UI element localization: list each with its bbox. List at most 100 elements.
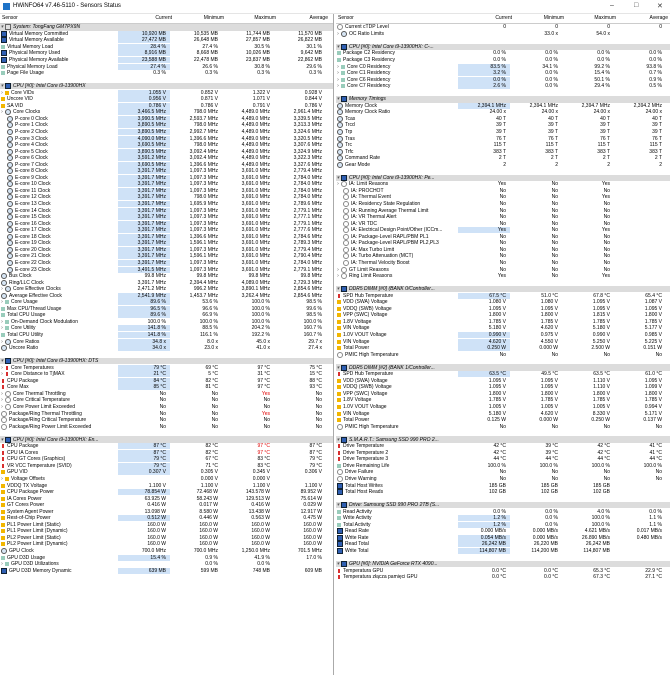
sensor-row[interactable]: Bus Clock 99.8 MHz 99.8 MHz 99.8 MHz 99.8 MH… <box>0 273 333 280</box>
sensor-row[interactable]: Trfc 383 T 383 T 383 T 383 T <box>336 148 670 155</box>
sensor-row[interactable]: › Core C7 Residency 2.6 % 0.0 % 29.4 % 0.5 % <box>336 83 670 90</box>
sensor-row[interactable]: › Core C1 Residency 3.2 % 0.0 % 15.4 % 0.7 % <box>336 70 670 77</box>
sensor-row[interactable]: E-core 10 Clock 3,391.7 MHz 1,097.3 MHz 3,6… <box>0 181 333 188</box>
sensor-row[interactable]: P-core 7 Clock 3,690.5 MHz 1,396.6 MHz 4,48… <box>0 161 333 168</box>
sensor-row[interactable]: Drive Temperature 2 42 °C 39 °C 42 °C 41 °C <box>336 450 670 457</box>
sensor-row[interactable]: Trcd 39 T 39 T 39 T 39 T <box>336 122 670 129</box>
sensor-row[interactable]: SA VID 0.786 V 0.786 V 0.791 V 0.786 V <box>0 102 333 110</box>
sensor-row[interactable]: › Core Usage 89.6 % 53.6 % 100.0 % 98.5 % <box>0 299 333 306</box>
sensor-group-header[interactable]: ▾ CPU [#0]: Intel Core i9-13900HX <box>0 82 333 90</box>
sensor-row[interactable]: CPU GT Cores (Graphics) 79 °C 67 °C 83 °C 79… <box>0 456 333 463</box>
expand-arrow-icon[interactable]: › <box>1 561 3 568</box>
expand-arrow-icon[interactable]: › <box>1 89 3 96</box>
sensor-row[interactable]: 1.8V Voltage 1.785 V 1.785 V 1.785 V 1.785 V <box>336 319 670 326</box>
sensor-row[interactable]: GT Cores Power 0.416 W 0.017 W 0.416 W 0.029… <box>0 502 333 509</box>
sensor-row[interactable]: › Core Clocks 3,466.5 MHz 798.0 MHz 4,489.0 … <box>0 109 333 116</box>
sensor-group-header[interactable]: ▾ GPU [#0]: NVIDIA GeForce RTX 4090... <box>336 560 670 568</box>
sensor-row[interactable]: Page File Usage 0.3 % 0.3 % 0.3 % 0.3 % <box>0 70 333 77</box>
sensor-row[interactable]: PL2 Power Limit (Dynamic) 160.0 W 160.0 W 1… <box>0 541 333 548</box>
sensor-row[interactable]: IA: Max Turbo Limit No No No <box>336 246 670 254</box>
sensor-row[interactable]: Read Total 26,242 MB 26,220 MB 26,242 MB <box>336 541 670 548</box>
collapse-arrow-icon[interactable]: ▾ <box>336 364 340 371</box>
sensor-group-header[interactable]: ▾ System: TongFang GM7PX9N <box>0 24 333 31</box>
sensor-row[interactable]: E-core 9 Clock 3,391.7 MHz 1,097.3 MHz 3,69… <box>0 174 333 182</box>
sensor-row[interactable]: E-core 14 Clock 3,391.7 MHz 1,097.3 MHz 3,6… <box>0 207 333 214</box>
sensor-row[interactable]: Command Rate 2 T 2 T 2 T 2 T <box>336 155 670 162</box>
sensor-row[interactable]: IA: VR TDC No No No <box>336 220 670 227</box>
sensor-row[interactable]: GPU Clock 700.0 MHz 700.0 MHz 1,250.0 MHz 70… <box>0 548 333 555</box>
sensor-row[interactable]: VIN Voltage 5.180 V 4.620 V 5.180 V 5.177 V <box>336 325 670 332</box>
sensor-row[interactable]: Write Rate 0.054 MB/s 0.000 MB/s 26.890 MB/… <box>336 534 670 542</box>
sensor-row[interactable]: PL2 Power Limit (Static) 160.0 W 160.0 W 16… <box>0 535 333 542</box>
sensor-row[interactable]: Trc 115 T 115 T 115 T 115 T <box>336 142 670 149</box>
expand-arrow-icon[interactable]: › <box>1 318 3 325</box>
sensor-row[interactable]: P-core 0 Clock 3,990.5 MHz 2,593.7 MHz 4,48… <box>0 115 333 123</box>
col-maximum-header[interactable]: Maximum <box>594 15 616 21</box>
sensor-row[interactable]: E-core 23 Clock 3,491.5 MHz 1,097.3 MHz 3,6… <box>0 266 333 273</box>
sensor-row[interactable]: E-core 21 Clock 3,391.7 MHz 1,596.1 MHz 3,6… <box>0 253 333 260</box>
sensor-row[interactable]: › Core Thermal Throttling No No Yes No <box>0 390 333 398</box>
sensor-row[interactable]: Average Effective Clock 2,541.9 MHz 1,453.… <box>0 292 333 299</box>
expand-arrow-icon[interactable]: › <box>1 338 3 345</box>
col-average-header[interactable]: Average <box>309 15 328 21</box>
expand-arrow-icon[interactable]: › <box>337 181 339 188</box>
sensor-row[interactable]: E-core 8 Clock 3,391.7 MHz 1,097.3 MHz 3,69… <box>0 168 333 175</box>
sensor-row[interactable]: CPU Package 84 °C 82 °C 97 °C 88 °C <box>0 377 333 385</box>
collapse-arrow-icon[interactable]: ▾ <box>336 43 340 50</box>
sensor-row[interactable]: VIN Voltage 5.180 V 4.620 V 8.330 V 5.171 V <box>336 410 670 417</box>
sensor-row[interactable]: › Core Utility 141.8 % 88.5 % 204.2 % 160.7 % <box>0 325 333 332</box>
sensor-group-header[interactable]: ▾ DDR5 DIMM [#2] (BANK 1/Controller... <box>336 364 670 371</box>
sensor-row[interactable]: › Core VIDs 1.055 V 0.852 V 1.322 V 0.928 V <box>0 89 333 96</box>
sensor-row[interactable]: IA Cores Power 63.925 W 58.243 W 129.513 W 7… <box>0 495 333 502</box>
sensor-row[interactable]: Total Power 0.125 W 0.000 W 0.250 W 0.137 W <box>336 417 670 424</box>
sensor-row[interactable]: › OC Ratio Limits 33.0 x 54.0 x <box>336 30 670 38</box>
sensor-row[interactable]: Temperatura złącza pamięci GPU 0.0 °C 0.0 … <box>336 574 670 581</box>
sensor-row[interactable]: Total Activity 1.2 % 0.0 % 100.0 % 1.1 % <box>336 521 670 529</box>
sensor-row[interactable]: VR VCC Temperature (SVID) 79 °C 71 °C 83 °C… <box>0 462 333 470</box>
sensor-group-header[interactable]: ▾ DDR5 DIMM [#0] (BANK 0/Controller... <box>336 285 670 293</box>
sensor-row[interactable]: › Core Effective Clocks 2,471.2 MHz 996.2 M… <box>0 286 333 293</box>
sensor-row[interactable]: Write Total 114,807 MB 114,200 MB 114,807 M… <box>336 548 670 555</box>
expand-arrow-icon[interactable]: › <box>337 76 339 83</box>
sensor-row[interactable]: VDD (SWA) Voltage 1.095 V 1.095 V 1.110 V 1.… <box>336 378 670 385</box>
collapse-arrow-icon[interactable]: ▾ <box>0 83 4 90</box>
sensor-row[interactable]: Total Host Writes 185 GB 185 GB 185 GB <box>336 482 670 489</box>
sensor-row[interactable]: CPU IA Cores 87 °C 82 °C 97 °C 87 °C <box>0 449 333 457</box>
sensor-row[interactable]: IA: Running Average Thermal Limit No No No <box>336 207 670 214</box>
collapse-arrow-icon[interactable]: ▾ <box>0 436 4 443</box>
sensor-row[interactable]: E-core 17 Clock 3,391.7 MHz 1,097.3 MHz 3,6… <box>0 227 333 234</box>
sensor-row[interactable]: VDD (SWA) Voltage 1.080 V 1.080 V 1.095 V 1.… <box>336 299 670 306</box>
expand-arrow-icon[interactable]: › <box>1 299 3 306</box>
sensor-row[interactable]: › Core Power Limit Exceeded No No No No <box>0 403 333 411</box>
sensor-row[interactable]: Drive Remaining Life 100.0 % 100.0 % 100.0 … <box>336 463 670 470</box>
sensor-row[interactable]: PMIC High Temperature No No No No <box>336 423 670 430</box>
sensor-row[interactable]: Uncore VID 0.956 V 0.871 V 1.071 V 0.844 V <box>0 96 333 103</box>
sensor-row[interactable]: Physical Memory Used 8,916 MB 8,668 MB 10,0… <box>0 50 333 57</box>
expand-arrow-icon[interactable]: › <box>1 109 3 116</box>
sensor-row[interactable]: IA: Package-Level RAPL/PBM PL1 No No No <box>336 233 670 241</box>
sensor-row[interactable]: Memory Clock 2,394.1 MHz 2,394.1 MHz 2,394.… <box>336 102 670 110</box>
col-sensor-header[interactable]: Sensor <box>2 15 18 21</box>
collapse-arrow-icon[interactable]: ▾ <box>336 436 340 443</box>
minimize-button[interactable]: – <box>610 2 614 9</box>
sensor-row[interactable]: Total Host Reads 102 GB 102 GB 102 GB <box>336 489 670 496</box>
sensor-row[interactable]: IA: Electrical Design Point/Other (ICCm.… <box>336 227 670 234</box>
sensor-row[interactable]: P-core 3 Clock 4,090.0 MHz 1,396.6 MHz 4,48… <box>0 135 333 142</box>
sensor-row[interactable]: Current cTDP Level 0 0 0 0 <box>336 24 670 31</box>
expand-arrow-icon[interactable]: › <box>1 371 3 378</box>
maximize-button[interactable]: □ <box>634 2 639 9</box>
sensor-row[interactable]: › On-Demand Clock Modulation 100.0 % 100.0 … <box>0 319 333 326</box>
sensor-row[interactable]: Package/Ring Critical Temperature No No No N… <box>0 417 333 424</box>
sensor-row[interactable]: Drive Temperature 3 44 °C 44 °C 44 °C 44 °C <box>336 456 670 463</box>
sensor-row[interactable]: Read Rate 0.000 MB/s 0.000 MB/s 4.621 MB/s 0… <box>336 528 670 535</box>
sensor-row[interactable]: Total CPU Usage 89.6 % 66.9 % 100.0 % 98.5 % <box>0 312 333 319</box>
sensor-row[interactable]: Trp 39 T 39 T 39 T 39 T <box>336 129 670 136</box>
sensor-row[interactable]: E-core 20 Clock 3,391.7 MHz 1,097.3 MHz 3,6… <box>0 246 333 254</box>
collapse-arrow-icon[interactable]: ▾ <box>336 96 340 103</box>
sensor-row[interactable]: Max CPU/Thread Usage 96.5 % 96.6 % 100.0 % 9… <box>0 305 333 313</box>
sensor-row[interactable]: GPU VID 0.307 V 0.305 V 0.345 V 0.306 V <box>0 469 333 476</box>
sensor-row[interactable]: › Ring Limit Reasons Yes No Yes <box>336 273 670 280</box>
sensor-row[interactable]: Package C2 Residency 0.0 % 0.0 % 0.0 % 0.0 % <box>336 50 670 57</box>
sensor-row[interactable]: Package C3 Residency 0.0 % 0.0 % 0.0 % 0.0 % <box>336 57 670 64</box>
col-minimum-header[interactable]: Minimum <box>203 15 224 21</box>
